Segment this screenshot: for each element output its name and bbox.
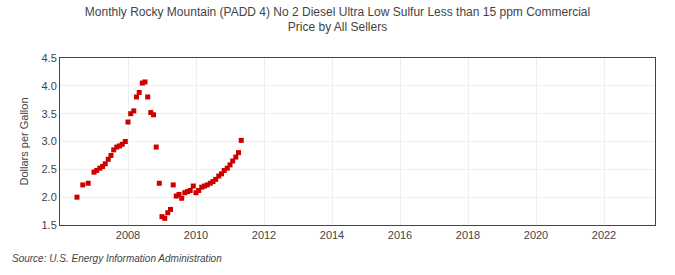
svg-text:3.5: 3.5 (42, 108, 57, 120)
svg-text:2012: 2012 (252, 229, 276, 241)
svg-text:1.5: 1.5 (42, 219, 57, 231)
svg-text:4.5: 4.5 (42, 52, 57, 64)
svg-text:3.0: 3.0 (42, 135, 57, 147)
svg-text:2.5: 2.5 (42, 163, 57, 175)
svg-text:2018: 2018 (456, 229, 480, 241)
svg-text:2014: 2014 (320, 229, 344, 241)
svg-text:2008: 2008 (116, 229, 140, 241)
svg-text:Monthly Rocky Mountain (PADD 4: Monthly Rocky Mountain (PADD 4) No 2 Die… (85, 5, 590, 35)
svg-text:2020: 2020 (524, 229, 548, 241)
svg-text:4.0: 4.0 (42, 80, 57, 92)
svg-text:Source: U.S. Energy Informatio: Source: U.S. Energy Information Administ… (12, 253, 222, 264)
svg-text:Dollars per Gallon: Dollars per Gallon (18, 97, 30, 185)
svg-text:2.0: 2.0 (42, 191, 57, 203)
svg-text:2016: 2016 (388, 229, 412, 241)
svg-text:2010: 2010 (184, 229, 208, 241)
svg-text:2022: 2022 (592, 229, 616, 241)
